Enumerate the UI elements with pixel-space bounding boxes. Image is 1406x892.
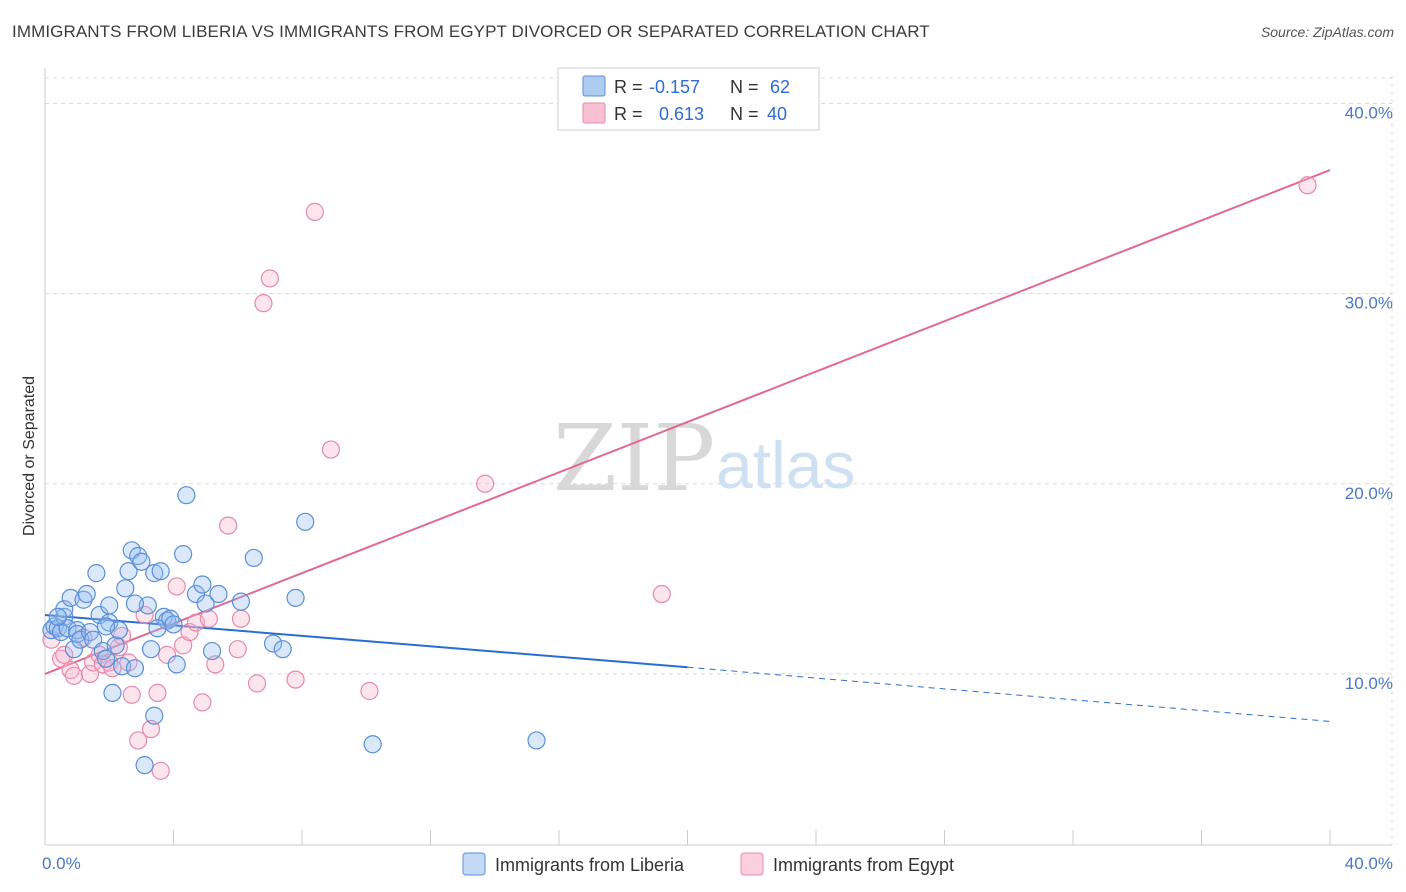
- legend-r-value-liberia: -0.157: [649, 77, 700, 97]
- point-liberia-58: [149, 620, 166, 637]
- point-liberia-43: [175, 546, 192, 563]
- point-liberia-48: [204, 643, 221, 660]
- x-tick-label-0: 0.0%: [42, 854, 81, 873]
- legend-n-value-liberia: 62: [770, 77, 790, 97]
- point-liberia-54: [287, 589, 304, 606]
- series-legend: Immigrants from Liberia Immigrants from …: [463, 853, 954, 875]
- point-egypt-4: [65, 667, 82, 684]
- point-liberia-37: [152, 563, 169, 580]
- point-egypt-32: [249, 675, 266, 692]
- point-egypt-19: [149, 684, 166, 701]
- x-tick-label-40: 40.0%: [1345, 854, 1393, 873]
- point-liberia-59: [49, 608, 66, 625]
- point-liberia-23: [107, 637, 124, 654]
- point-egypt-30: [229, 641, 246, 658]
- point-egypt-33: [255, 295, 272, 312]
- point-liberia-13: [78, 586, 95, 603]
- point-egypt-34: [261, 270, 278, 287]
- point-liberia-44: [178, 487, 195, 504]
- legend-swatch-egypt: [583, 103, 605, 123]
- point-liberia-57: [528, 732, 545, 749]
- point-egypt-26: [194, 694, 211, 711]
- point-liberia-56: [364, 736, 381, 753]
- point-liberia-26: [117, 580, 134, 597]
- correlation-legend: R = -0.157 N = 62 R = 0.613 N = 40: [558, 68, 819, 130]
- point-liberia-20: [101, 597, 118, 614]
- trend-line-liberia-extension: [688, 667, 1331, 721]
- point-liberia-16: [88, 565, 105, 582]
- y-axis-title: Divorced or Separated: [21, 376, 38, 536]
- point-egypt-38: [361, 683, 378, 700]
- point-liberia-42: [168, 656, 185, 673]
- point-liberia-36: [146, 707, 163, 724]
- legend-r-label-egypt: R =: [614, 104, 643, 124]
- point-egypt-29: [220, 517, 237, 534]
- bottom-legend-swatch-egypt: [741, 853, 763, 875]
- point-liberia-51: [245, 549, 262, 566]
- point-egypt-15: [123, 686, 140, 703]
- scatter-chart: ZIP atlas 10.0%20.0%30.0%40.0%0.0% 40.0% …: [0, 0, 1406, 892]
- watermark: ZIP atlas: [553, 405, 855, 512]
- point-egypt-36: [306, 203, 323, 220]
- point-egypt-31: [232, 610, 249, 627]
- y-tick-label-10: 10.0%: [1345, 674, 1393, 693]
- point-liberia-41: [165, 616, 182, 633]
- bottom-legend-label-liberia: Immigrants from Liberia: [495, 855, 685, 875]
- point-liberia-53: [274, 641, 291, 658]
- point-liberia-46: [194, 576, 211, 593]
- point-egypt-35: [287, 671, 304, 688]
- y-tick-label-20: 20.0%: [1345, 484, 1393, 503]
- point-liberia-34: [143, 641, 160, 658]
- point-liberia-50: [232, 593, 249, 610]
- point-liberia-32: [136, 757, 153, 774]
- point-egypt-40: [653, 586, 670, 603]
- y-tick-label-30: 30.0%: [1345, 294, 1393, 313]
- legend-n-label-liberia: N =: [730, 77, 759, 97]
- point-liberia-61: [126, 595, 143, 612]
- legend-r-label-liberia: R =: [614, 77, 643, 97]
- watermark-atlas: atlas: [716, 428, 855, 502]
- point-liberia-49: [210, 586, 227, 603]
- point-liberia-55: [297, 513, 314, 530]
- legend-swatch-liberia: [583, 76, 605, 96]
- legend-n-value-egypt: 40: [767, 104, 787, 124]
- point-egypt-20: [152, 762, 169, 779]
- point-liberia-29: [126, 660, 143, 677]
- point-liberia-22: [104, 684, 121, 701]
- point-egypt-27: [200, 610, 217, 627]
- point-egypt-22: [168, 578, 185, 595]
- point-egypt-39: [477, 475, 494, 492]
- point-liberia-60: [98, 618, 115, 635]
- bottom-legend-label-egypt: Immigrants from Egypt: [773, 855, 954, 875]
- legend-r-value-egypt: 0.613: [659, 104, 704, 124]
- bottom-legend-swatch-liberia: [463, 853, 485, 875]
- y-tick-label-40: 40.0%: [1345, 104, 1393, 123]
- point-egypt-37: [322, 441, 339, 458]
- legend-n-label-egypt: N =: [730, 104, 759, 124]
- point-egypt-41: [1299, 177, 1316, 194]
